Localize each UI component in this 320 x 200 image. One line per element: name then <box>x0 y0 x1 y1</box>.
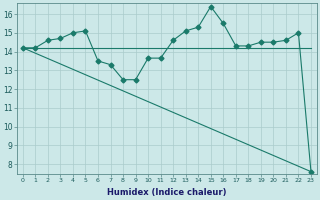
X-axis label: Humidex (Indice chaleur): Humidex (Indice chaleur) <box>107 188 227 197</box>
